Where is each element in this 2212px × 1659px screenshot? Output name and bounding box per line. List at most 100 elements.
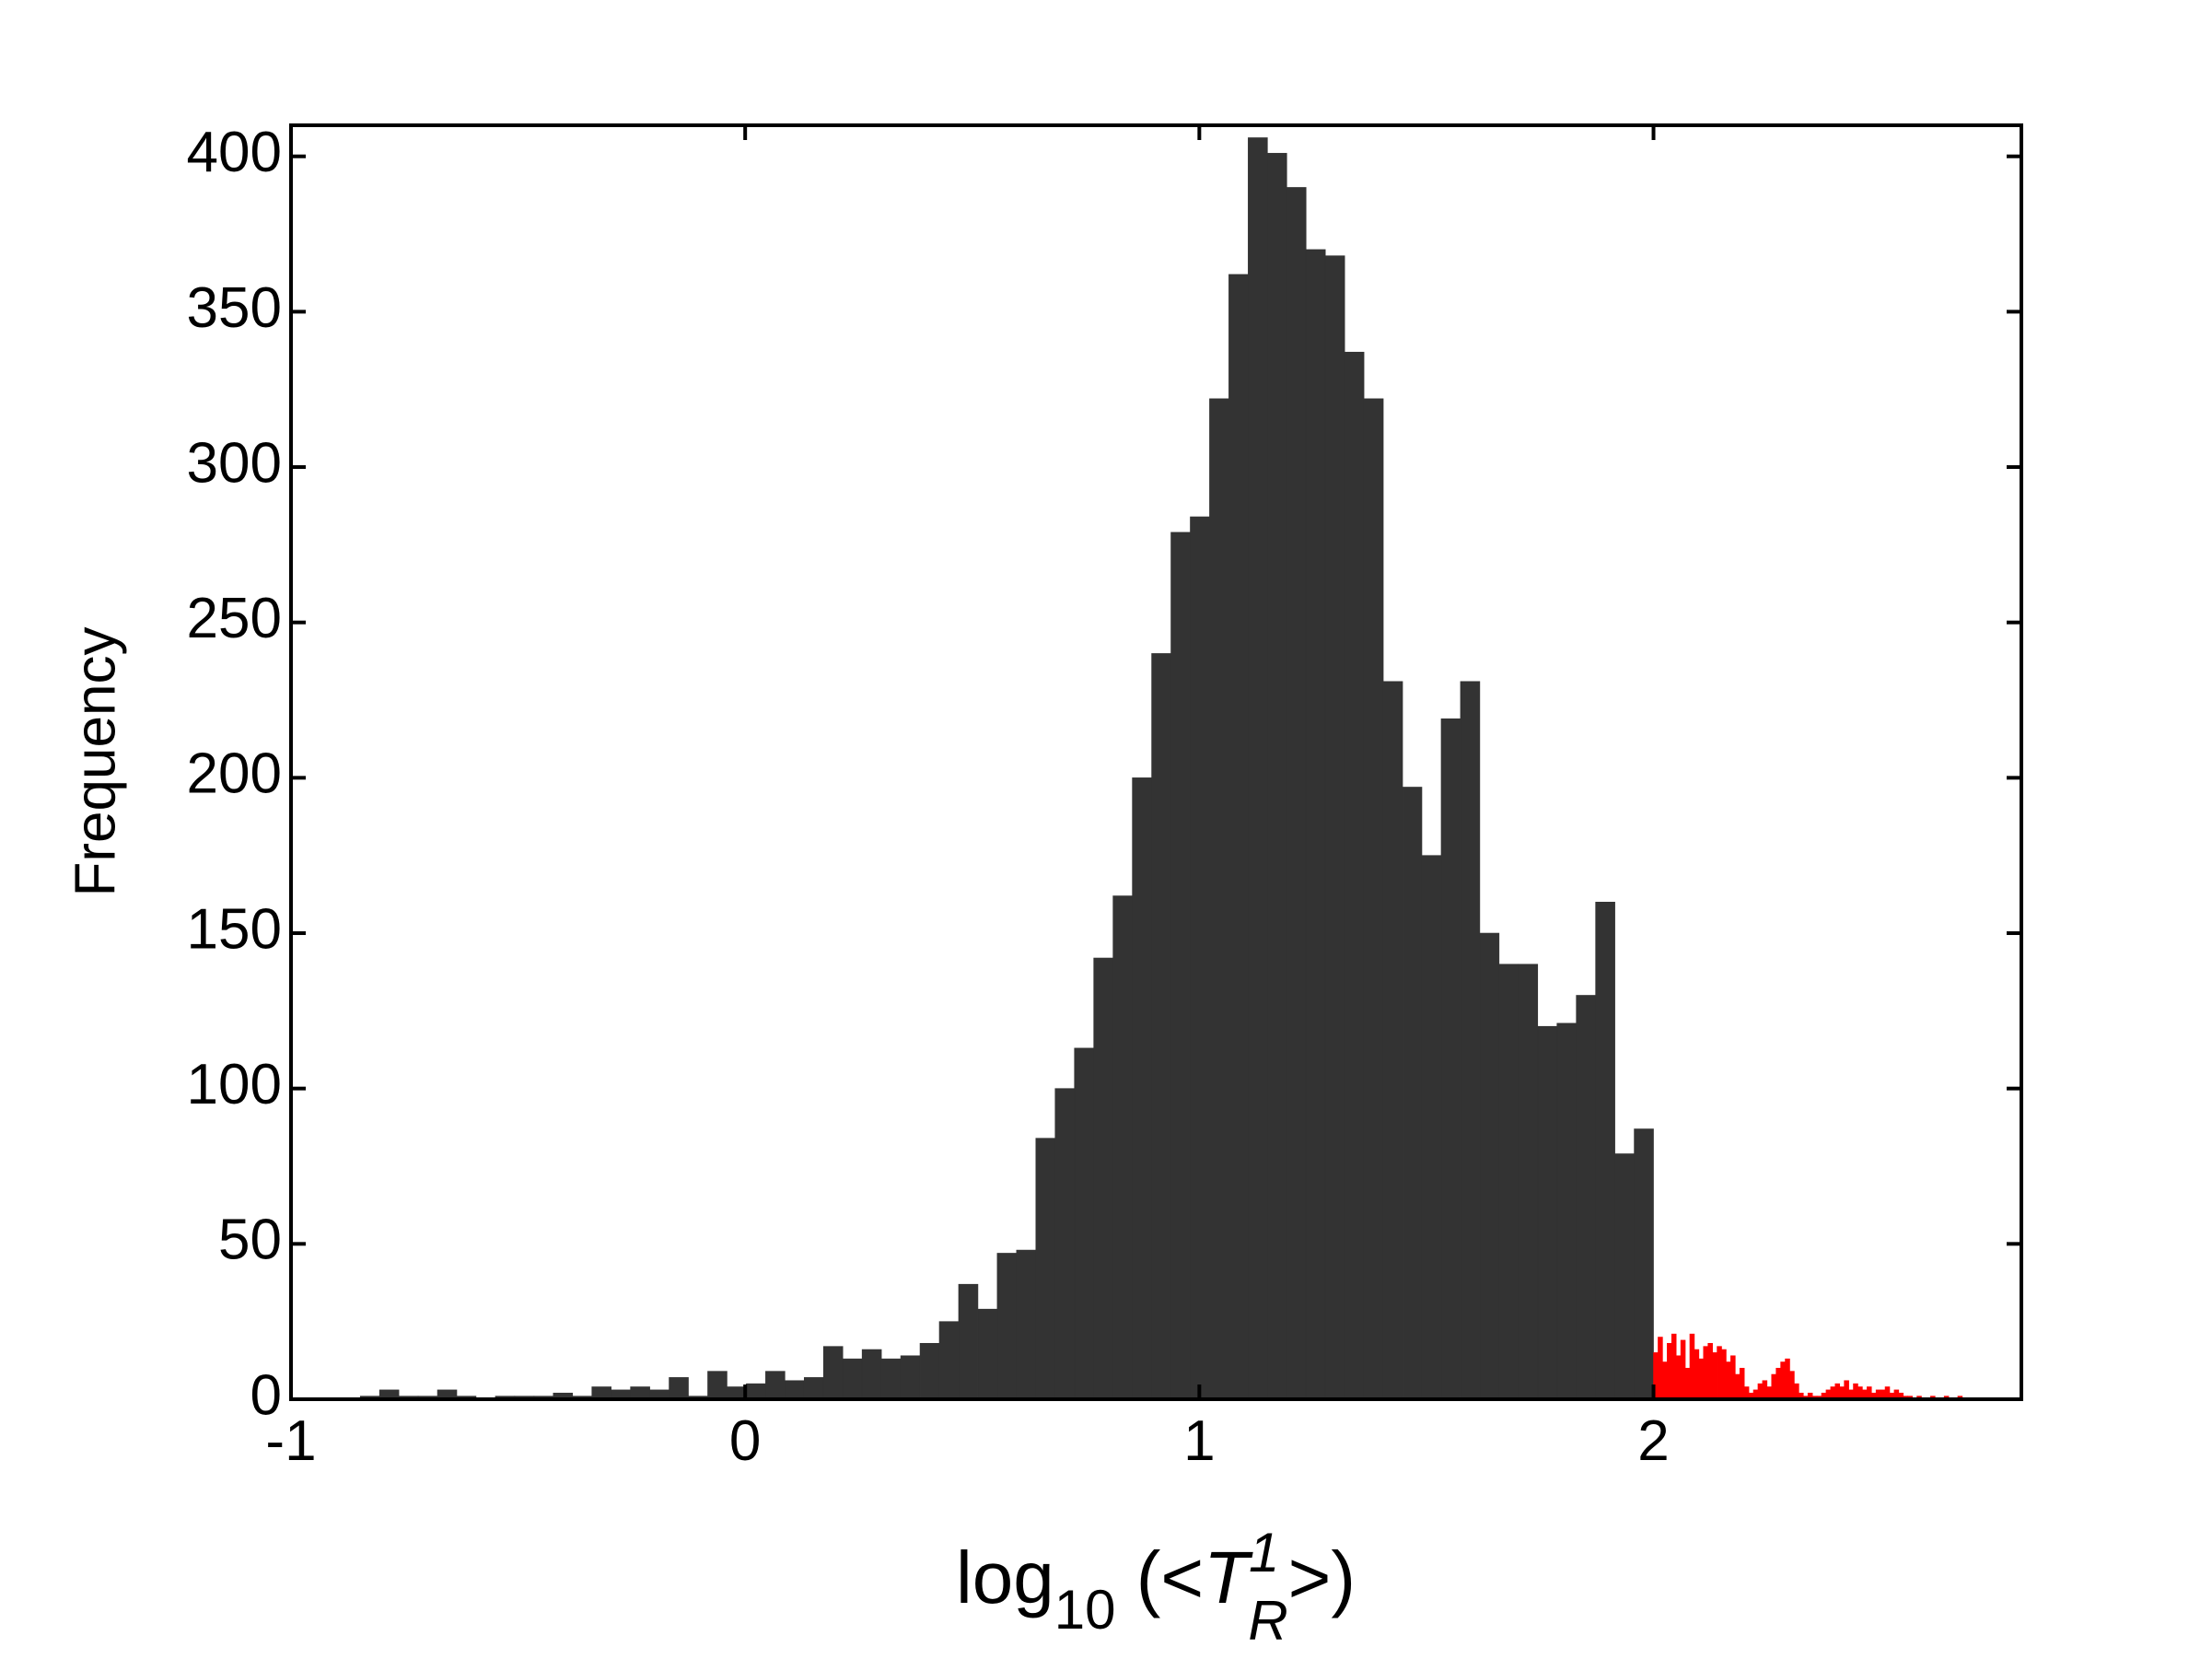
histogram-bar <box>1402 787 1423 1400</box>
x-tick-label: -1 <box>265 1409 316 1473</box>
x-tick-label: 1 <box>1183 1409 1215 1473</box>
histogram-bar <box>1556 1022 1577 1400</box>
histogram-bar <box>1440 718 1461 1400</box>
histogram-bar <box>1363 398 1384 1400</box>
histogram-bar <box>977 1308 998 1400</box>
histogram-bar <box>1576 995 1596 1400</box>
histogram-bar <box>1671 1333 1677 1400</box>
histogram-bar <box>1675 1355 1682 1400</box>
histogram-bar <box>1170 532 1191 1400</box>
histogram-bar <box>1717 1346 1722 1400</box>
histogram-bar <box>1721 1349 1727 1400</box>
histogram-bar <box>842 1358 863 1400</box>
histogram-bar <box>1726 1361 1731 1400</box>
histogram-bar <box>1839 1386 1845 1400</box>
histogram-bar <box>1789 1371 1795 1400</box>
histogram-bar <box>919 1342 940 1400</box>
histogram-bar <box>1730 1355 1736 1400</box>
histogram-bar <box>1112 895 1133 1400</box>
histogram-bar <box>1844 1380 1849 1400</box>
y-axis-title: Frequency <box>64 627 127 897</box>
histogram-bar <box>1775 1367 1781 1400</box>
y-tick-label: 50 <box>218 1209 282 1272</box>
histogram-bar <box>1707 1342 1713 1400</box>
histogram-bar <box>1853 1383 1858 1400</box>
y-tick-label: 100 <box>187 1053 282 1116</box>
histogram-bar <box>1703 1346 1709 1400</box>
histogram-bar <box>1662 1361 1668 1400</box>
histogram-bar <box>1884 1386 1891 1400</box>
histogram-bar <box>1739 1367 1745 1400</box>
histogram-bar <box>1743 1386 1750 1400</box>
x-title-part: log <box>956 1536 1054 1618</box>
histogram-bar <box>880 1358 902 1400</box>
histogram-bar <box>822 1346 844 1400</box>
histogram-bar <box>1498 964 1519 1400</box>
histogram-bar <box>1762 1380 1768 1400</box>
x-title-part: (< <box>1115 1536 1204 1618</box>
histogram-bar <box>1780 1361 1786 1400</box>
x-tick-label: 2 <box>1637 1409 1669 1473</box>
histogram-bar <box>1421 855 1442 1400</box>
histogram-bar <box>1771 1373 1776 1400</box>
histogram-bar <box>1228 274 1249 1400</box>
histogram-bar <box>1680 1339 1686 1400</box>
histogram-bar <box>1712 1352 1717 1400</box>
histogram-bar <box>1209 398 1229 1400</box>
histogram-bar <box>1658 1337 1663 1400</box>
histogram-bar <box>746 1383 766 1400</box>
histogram-bar <box>958 1283 979 1400</box>
histogram-bar <box>1016 1249 1037 1400</box>
histogram-bar <box>1830 1386 1836 1400</box>
x-title-part: >) <box>1288 1536 1356 1618</box>
histogram-bar <box>1093 957 1113 1400</box>
x-title-sup: 1 <box>1249 1522 1279 1583</box>
histogram-bar <box>1694 1349 1700 1400</box>
histogram-bar <box>1834 1383 1841 1400</box>
x-title-var: T <box>1204 1536 1253 1618</box>
histogram-bar <box>1132 777 1152 1400</box>
histogram-bar <box>669 1377 689 1400</box>
histogram-bar <box>1785 1358 1790 1400</box>
histogram-bar <box>1667 1342 1672 1400</box>
histogram-bar <box>1151 653 1171 1400</box>
histogram-bar <box>785 1380 805 1400</box>
histogram-bar <box>1035 1138 1056 1400</box>
histogram-bar <box>1382 681 1403 1400</box>
histogram-bar <box>900 1355 921 1400</box>
histogram-bar <box>1634 1128 1654 1400</box>
histogram-bar <box>1537 1025 1558 1400</box>
histogram-bar <box>1757 1383 1764 1400</box>
histogram-bar <box>938 1321 960 1400</box>
histogram-bar <box>1286 187 1307 1400</box>
histogram-bar <box>1324 255 1345 1400</box>
y-tick-label: 400 <box>187 121 282 184</box>
histogram-bar <box>996 1253 1018 1400</box>
histogram-bar <box>1344 351 1365 1400</box>
histogram-bar <box>1305 249 1326 1400</box>
histogram-bar <box>765 1371 786 1400</box>
histogram-bar <box>1248 137 1268 1400</box>
y-tick-label: 250 <box>187 587 282 650</box>
histogram-bar <box>707 1371 728 1400</box>
histogram-bar <box>1614 1153 1635 1400</box>
x-tick-label: 0 <box>729 1409 761 1473</box>
histogram-bar <box>1267 153 1287 1400</box>
histogram-bar <box>1054 1088 1076 1400</box>
histogram-bar <box>630 1386 650 1400</box>
x-axis-title: log10 (<T1 R>) <box>956 1522 1356 1652</box>
axes-frame <box>289 123 2023 1401</box>
histogram-bar <box>1684 1367 1691 1400</box>
histogram-bar <box>1190 516 1210 1400</box>
y-tick-label: 150 <box>187 897 282 961</box>
histogram-bar <box>1479 932 1500 1400</box>
y-tick-label: 350 <box>187 276 282 340</box>
histogram-bar <box>1857 1386 1863 1400</box>
histogram-bar <box>1698 1358 1705 1400</box>
y-tick-label: 300 <box>187 431 282 495</box>
x-title-sub: R <box>1248 1590 1287 1652</box>
histogram-bar <box>1794 1383 1799 1400</box>
